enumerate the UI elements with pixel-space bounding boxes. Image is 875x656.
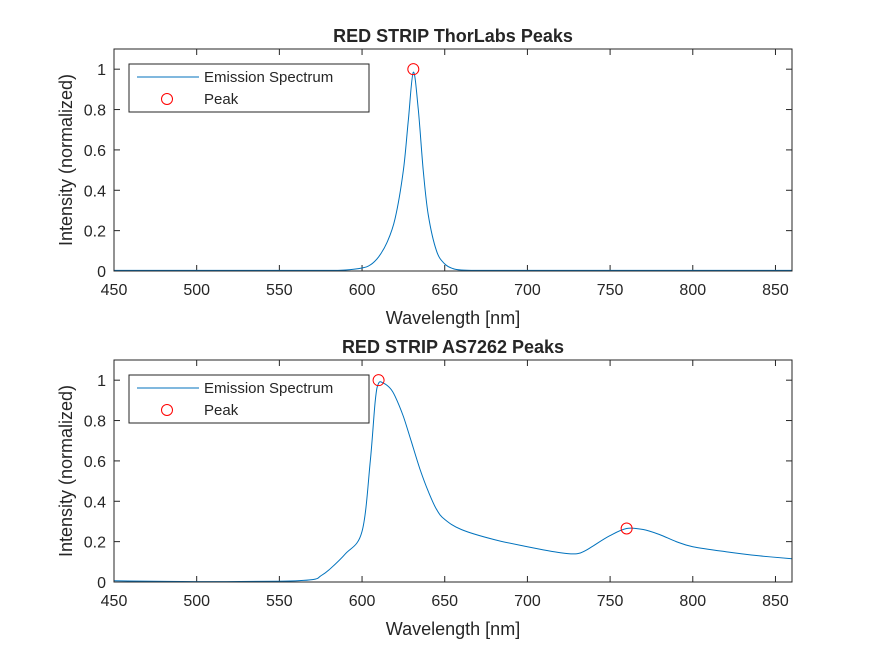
x-tick-label: 850 [762,282,789,299]
peak-marker [620,522,633,535]
x-axis-label: Wavelength [nm] [386,308,520,328]
y-tick-label: 0.2 [84,535,106,552]
series-group [114,71,792,271]
y-tick-label: 1 [97,373,106,390]
x-tick-label: 600 [349,593,376,610]
legend-marker-peak [161,93,173,105]
x-tick-label: 850 [762,593,789,610]
x-tick-label: 700 [514,282,541,299]
legend-entry-label: Emission Spectrum [204,380,333,397]
y-tick-label: 0.4 [84,494,106,511]
emission-spectrum-line [114,381,792,582]
y-tick-label: 0.6 [84,143,106,160]
y-tick-label: 0 [97,264,106,281]
chart-1: RED STRIP ThorLabs Peaks 450 500 550 600 650 7… [56,26,793,328]
chart-2: RED STRIP AS7262 Peaks 450 500 550 600 650 700… [56,337,793,639]
x-tick-label: 550 [266,282,293,299]
y-axis-label: Intensity (normalized) [56,385,76,557]
x-tick-label: 650 [431,282,458,299]
x-tick-label: 500 [183,282,210,299]
legend-marker-peak [161,404,173,416]
legend-entry-label: Peak [204,402,239,419]
x-tick-label: 800 [679,593,706,610]
peak-marker [372,374,385,387]
x-tick-label: 550 [266,593,293,610]
y-tick-label: 0.6 [84,454,106,471]
peak-marker [407,63,420,76]
y-tick-label: 0.8 [84,103,106,120]
y-tick-label: 0.8 [84,414,106,431]
x-tick-label: 750 [597,282,624,299]
axes-frame [113,359,793,583]
axes-frame [113,48,793,272]
legend: Emission Spectrum Peak [128,374,370,424]
series-group [114,381,792,582]
x-tick-label: 450 [101,282,128,299]
legend-entry-label: Emission Spectrum [204,69,333,86]
x-tick-label: 800 [679,282,706,299]
x-tick-label: 600 [349,282,376,299]
chart-title: RED STRIP AS7262 Peaks [342,337,564,357]
y-tick-label: 0.4 [84,183,106,200]
x-tick-label: 450 [101,593,128,610]
x-tick-label: 500 [183,593,210,610]
legend-entry-label: Peak [204,91,239,108]
legend: Emission Spectrum Peak [128,63,370,113]
chart-title: RED STRIP ThorLabs Peaks [333,26,573,46]
x-tick-label: 750 [597,593,624,610]
x-tick-label: 650 [431,593,458,610]
x-tick-label: 700 [514,593,541,610]
y-tick-label: 0.2 [84,224,106,241]
y-tick-label: 1 [97,62,106,79]
x-axis-label: Wavelength [nm] [386,619,520,639]
y-tick-label: 0 [97,575,106,592]
y-axis-label: Intensity (normalized) [56,74,76,246]
emission-spectrum-line [114,71,792,271]
